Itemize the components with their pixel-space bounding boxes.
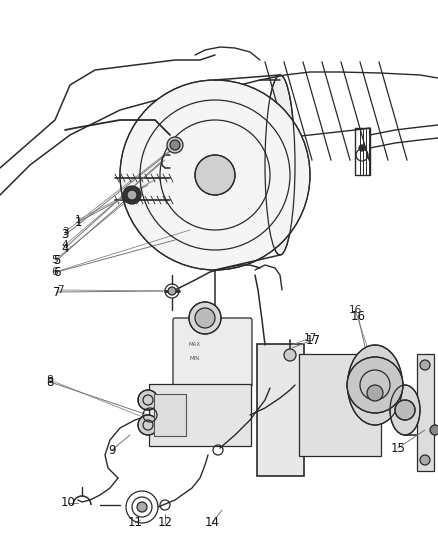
FancyBboxPatch shape [417,354,434,471]
Circle shape [127,190,137,200]
Text: 6: 6 [52,267,58,277]
Ellipse shape [390,385,420,435]
Text: 5: 5 [52,255,58,265]
Circle shape [284,349,296,361]
Ellipse shape [347,345,403,425]
Text: 10: 10 [60,497,75,510]
Text: 7: 7 [57,285,64,295]
FancyBboxPatch shape [154,394,186,436]
Text: MAX: MAX [189,343,201,348]
Circle shape [138,415,158,435]
Circle shape [430,425,438,435]
Text: 16: 16 [348,305,362,315]
Circle shape [123,186,141,204]
Circle shape [420,360,430,370]
Circle shape [195,308,215,328]
Text: 3: 3 [61,229,69,241]
Circle shape [137,502,147,512]
Circle shape [189,302,221,334]
Text: 7: 7 [53,286,61,298]
Text: 12: 12 [158,516,173,529]
Circle shape [347,357,403,413]
Text: MIN: MIN [190,356,200,360]
Ellipse shape [265,75,295,255]
Text: 6: 6 [53,265,61,279]
Circle shape [395,400,415,420]
Text: 9: 9 [108,443,116,456]
FancyBboxPatch shape [149,384,251,446]
FancyBboxPatch shape [257,344,304,476]
Text: 16: 16 [350,310,365,322]
Text: 3: 3 [62,227,68,237]
Circle shape [167,137,183,153]
Text: 1: 1 [74,215,82,229]
Circle shape [420,455,430,465]
FancyBboxPatch shape [299,354,381,456]
Text: 17: 17 [305,334,321,346]
Circle shape [168,287,176,295]
Text: 4: 4 [62,240,68,250]
Circle shape [120,80,310,270]
Circle shape [195,155,235,195]
Text: 8: 8 [47,375,53,385]
Circle shape [170,140,180,150]
Text: 4: 4 [61,241,69,254]
Text: 14: 14 [205,516,219,529]
FancyBboxPatch shape [173,318,252,387]
Circle shape [138,390,158,410]
Circle shape [367,385,383,401]
Text: 8: 8 [46,376,54,389]
Text: 17: 17 [304,333,317,343]
Circle shape [359,145,365,151]
Text: 11: 11 [127,516,142,529]
Text: 1: 1 [75,215,81,225]
Text: 15: 15 [391,441,406,455]
Text: 5: 5 [53,254,61,266]
